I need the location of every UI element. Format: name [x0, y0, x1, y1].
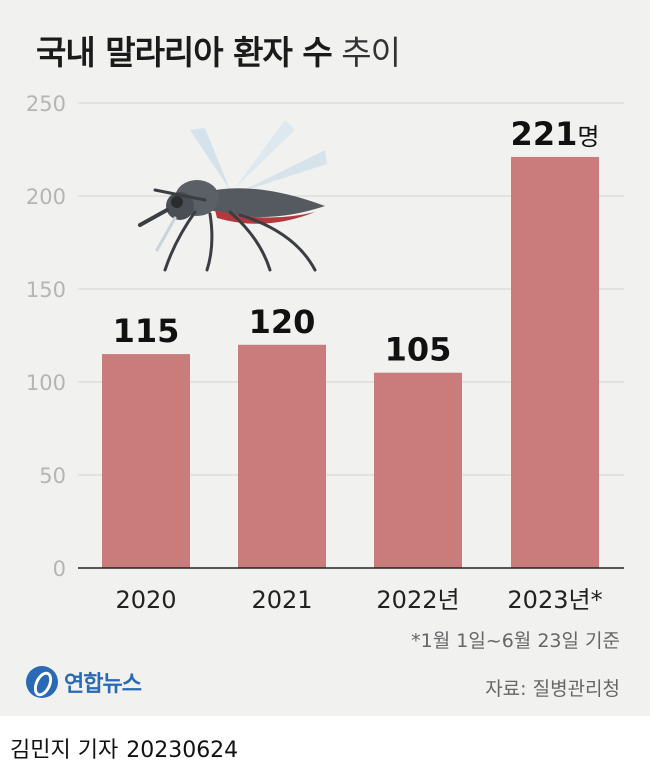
y-tick-label: 50: [39, 464, 66, 488]
bar: [374, 372, 462, 568]
y-tick-label: 250: [26, 92, 66, 116]
bars: [102, 156, 599, 568]
y-tick-label: 200: [26, 185, 66, 209]
y-tick-label: 0: [53, 557, 66, 581]
logo-icon: [26, 666, 58, 698]
author: 김민지 기자: [10, 738, 119, 763]
data-label: 105: [385, 331, 452, 369]
data-label: 221명: [511, 115, 600, 153]
data-label: 115: [113, 312, 180, 350]
chart-title-main: 국내 말라리아 환자 수: [36, 33, 333, 72]
y-axis: 0 50 100 150 200 250: [26, 92, 66, 581]
chart-title-suffix: 추이: [341, 33, 401, 72]
publisher-logo: 연합뉴스: [26, 666, 142, 698]
data-label: 120: [249, 303, 316, 341]
footnote: *1월 1일~6월 23일 기준: [411, 630, 620, 652]
y-tick-label: 150: [26, 278, 66, 302]
bar: [102, 354, 190, 568]
x-tick-label: 2020: [115, 586, 176, 614]
x-tick-label: 2022년: [376, 586, 459, 614]
byline: 김민지 기자 20230624: [10, 732, 238, 764]
x-tick-label: 2021: [251, 586, 312, 614]
y-tick-label: 100: [26, 371, 66, 395]
bar: [238, 344, 326, 568]
publish-date: 20230624: [126, 738, 239, 763]
publisher-name: 연합뉴스: [64, 672, 142, 697]
x-axis: 2020 2021 2022년 2023년*: [78, 567, 624, 614]
bar: [511, 156, 599, 568]
chart-title: 국내 말라리아 환자 수 추이: [36, 26, 401, 74]
mosquito-icon: [138, 120, 327, 272]
x-tick-label: 2023년*: [507, 586, 602, 614]
data-source: 자료: 질병관리청: [485, 678, 620, 700]
value-labels: 115 120 105 221명: [113, 115, 600, 369]
